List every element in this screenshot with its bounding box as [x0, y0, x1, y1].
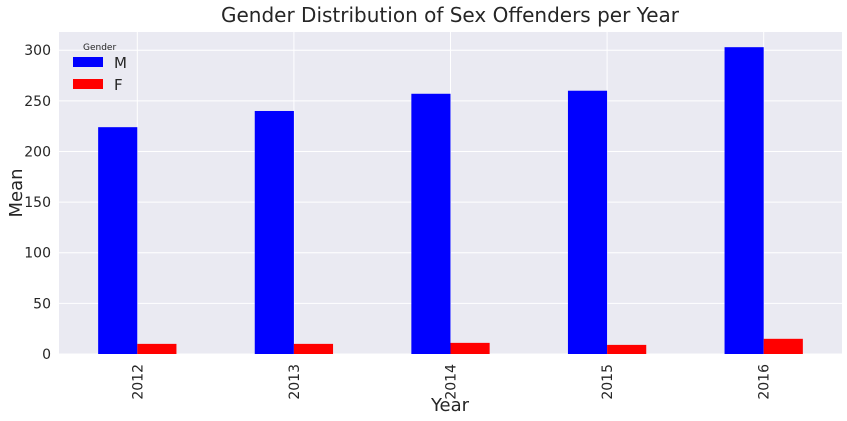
x-tick-label: 2013	[287, 364, 303, 400]
x-tick-label: 2012	[130, 364, 146, 400]
y-tick-label: 50	[33, 296, 51, 312]
legend-title: Gender	[83, 43, 116, 53]
y-tick-label: 200	[24, 144, 51, 160]
bar-f-2014	[450, 342, 490, 354]
y-tick-label: 150	[24, 195, 51, 211]
x-tick-label: 2014	[444, 364, 460, 400]
bar-m-2014	[411, 93, 451, 354]
legend: Gender M F	[73, 43, 127, 94]
x-tick-labels: 2012 2013 2014 2015 2016	[130, 364, 772, 400]
y-axis-label: Mean	[6, 168, 27, 217]
bar-m-2012	[98, 127, 138, 354]
legend-label-m: M	[114, 54, 127, 72]
legend-swatch-m	[73, 57, 103, 67]
y-tick-labels: 0 50 100 150 200 250 300	[24, 43, 51, 363]
bar-m-2015	[567, 90, 608, 355]
x-axis-label: Year	[430, 395, 470, 416]
legend-label-f: F	[114, 76, 123, 94]
bar-m-2013	[254, 110, 294, 354]
bar-f-2013	[293, 343, 334, 354]
chart-title: Gender Distribution of Sex Offenders per…	[221, 3, 680, 27]
y-tick-label: 250	[24, 94, 51, 110]
y-tick-label: 300	[24, 43, 51, 59]
x-tick-label: 2015	[600, 364, 616, 400]
y-tick-label: 0	[42, 347, 51, 363]
bars	[98, 47, 803, 355]
x-tick-label: 2016	[757, 364, 773, 400]
bar-f-2016	[763, 338, 803, 354]
bar-f-2012	[137, 343, 177, 354]
y-tick-label: 100	[24, 246, 51, 262]
bar-f-2015	[607, 344, 647, 354]
legend-swatch-f	[73, 79, 103, 89]
bar-m-2016	[724, 47, 764, 354]
